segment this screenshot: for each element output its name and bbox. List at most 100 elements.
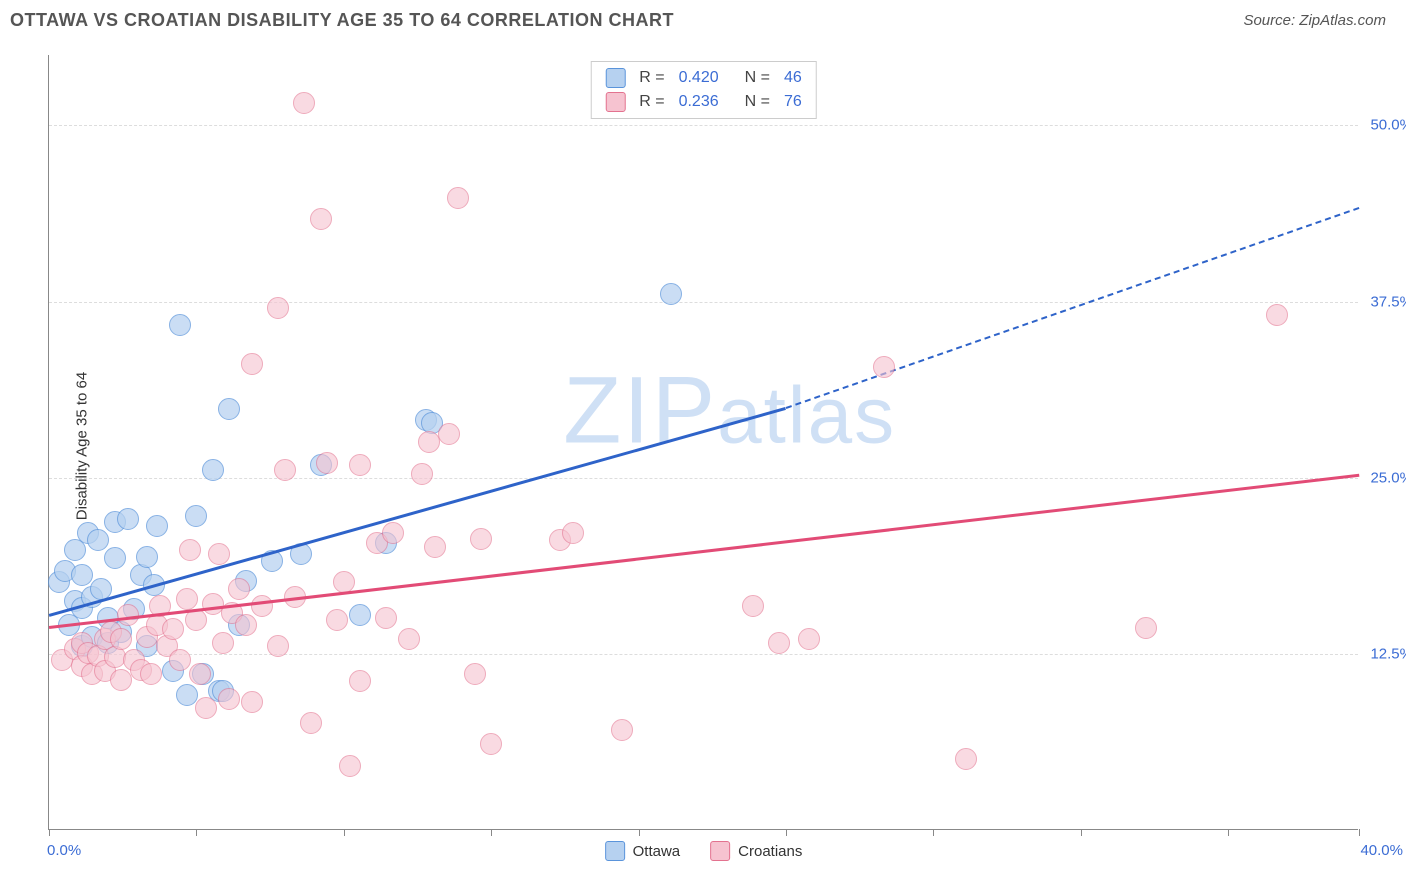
data-point [169, 314, 191, 336]
data-point [179, 539, 201, 561]
data-point [185, 505, 207, 527]
data-point [140, 663, 162, 685]
source-label: Source: ZipAtlas.com [1243, 12, 1386, 29]
data-point [316, 452, 338, 474]
data-point [241, 691, 263, 713]
gridline [49, 302, 1358, 303]
data-point [185, 609, 207, 631]
n-label: N = [745, 69, 770, 87]
data-point [202, 459, 224, 481]
gridline [49, 125, 1358, 126]
data-point [110, 669, 132, 691]
x-tick [1228, 829, 1229, 836]
data-point [218, 398, 240, 420]
y-tick-label: 12.5% [1370, 645, 1406, 662]
x-tick [639, 829, 640, 836]
data-point [375, 607, 397, 629]
r-label: R = [639, 69, 664, 87]
data-point [424, 536, 446, 558]
series-swatch [605, 92, 625, 112]
data-point [382, 522, 404, 544]
x-tick [491, 829, 492, 836]
r-value: 0.236 [679, 93, 719, 111]
x-max-label: 40.0% [1360, 842, 1403, 859]
n-label: N = [745, 93, 770, 111]
n-value: 46 [784, 69, 802, 87]
x-tick [786, 829, 787, 836]
data-point [241, 353, 263, 375]
data-point [1135, 617, 1157, 639]
n-value: 76 [784, 93, 802, 111]
watermark: ZIPatlas [563, 357, 896, 466]
gridline [49, 654, 1358, 655]
data-point [208, 543, 230, 565]
bottom-legend: Ottawa Croatians [605, 841, 803, 861]
stats-row: R =0.236N =76 [605, 90, 802, 114]
x-tick [49, 829, 50, 836]
x-tick [1081, 829, 1082, 836]
legend-swatch [605, 841, 625, 861]
data-point [339, 755, 361, 777]
data-point [611, 719, 633, 741]
data-point [310, 208, 332, 230]
x-tick [933, 829, 934, 836]
data-point [169, 649, 191, 671]
x-tick [1359, 829, 1360, 836]
data-point [768, 632, 790, 654]
data-point [228, 578, 250, 600]
data-point [798, 628, 820, 650]
data-point [251, 595, 273, 617]
data-point [447, 187, 469, 209]
data-point [117, 508, 139, 530]
data-point [349, 604, 371, 626]
data-point [1266, 304, 1288, 326]
y-tick-label: 50.0% [1370, 117, 1406, 134]
data-point [398, 628, 420, 650]
y-tick-label: 37.5% [1370, 293, 1406, 310]
data-point [955, 748, 977, 770]
data-point [162, 618, 184, 640]
data-point [235, 614, 257, 636]
data-point [267, 635, 289, 657]
x-tick [196, 829, 197, 836]
data-point [176, 684, 198, 706]
data-point [300, 712, 322, 734]
chart-title: OTTAWA VS CROATIAN DISABILITY AGE 35 TO … [10, 10, 674, 31]
data-point [293, 92, 315, 114]
data-point [562, 522, 584, 544]
x-min-label: 0.0% [47, 842, 81, 859]
trendline [49, 473, 1359, 628]
data-point [136, 546, 158, 568]
data-point [464, 663, 486, 685]
scatter-chart: ZIPatlas R =0.420N =46R =0.236N =76 Otta… [48, 55, 1358, 830]
data-point [267, 297, 289, 319]
stats-box: R =0.420N =46R =0.236N =76 [590, 61, 817, 119]
legend-item: Ottawa [605, 841, 681, 861]
data-point [71, 564, 93, 586]
legend-item: Croatians [710, 841, 802, 861]
data-point [117, 604, 139, 626]
legend-swatch [710, 841, 730, 861]
data-point [218, 688, 240, 710]
data-point [195, 697, 217, 719]
data-point [742, 595, 764, 617]
data-point [438, 423, 460, 445]
data-point [660, 283, 682, 305]
data-point [470, 528, 492, 550]
data-point [110, 628, 132, 650]
data-point [104, 547, 126, 569]
data-point [326, 609, 348, 631]
legend-label: Croatians [738, 843, 802, 860]
gridline [49, 478, 1358, 479]
data-point [146, 515, 168, 537]
data-point [349, 454, 371, 476]
series-swatch [605, 68, 625, 88]
data-point [87, 529, 109, 551]
chart-header: OTTAWA VS CROATIAN DISABILITY AGE 35 TO … [0, 0, 1406, 39]
data-point [274, 459, 296, 481]
data-point [202, 593, 224, 615]
data-point [480, 733, 502, 755]
r-value: 0.420 [679, 69, 719, 87]
y-tick-label: 25.0% [1370, 469, 1406, 486]
data-point [212, 632, 234, 654]
